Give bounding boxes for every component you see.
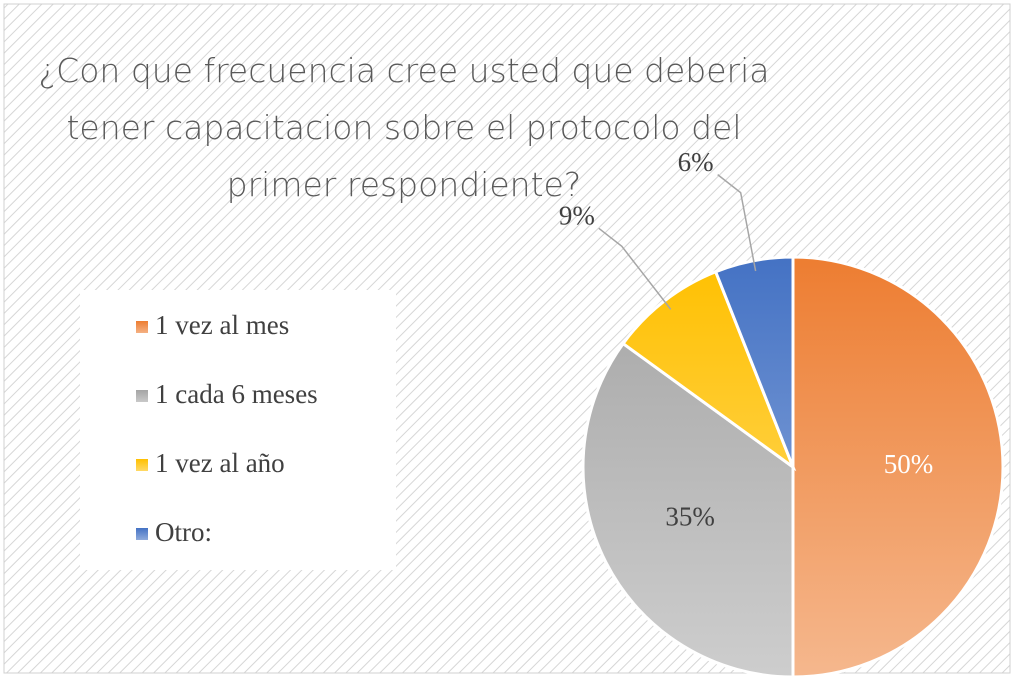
- legend-box: [80, 290, 396, 570]
- legend-label: Otro:: [155, 517, 212, 547]
- data-label: 9%: [559, 201, 595, 231]
- pie-slice: [581, 341, 795, 677]
- legend-swatch: [136, 459, 148, 471]
- legend-label: 1 vez al mes: [155, 310, 289, 340]
- legend-label: 1 cada 6 meses: [155, 379, 318, 409]
- data-label: 50%: [884, 449, 934, 479]
- legend-swatch: [136, 528, 148, 540]
- leader-line: [598, 227, 672, 310]
- legend-swatch: [136, 390, 148, 402]
- pie-slice: [791, 255, 1005, 677]
- data-label: 6%: [678, 147, 714, 177]
- leader-line: [717, 174, 757, 272]
- legend-label: 1 vez al año: [155, 448, 285, 478]
- data-label: 35%: [665, 502, 715, 532]
- chart-title: ¿Con que frecuencia cree usted que deber…: [38, 51, 770, 204]
- legend-swatch: [136, 321, 148, 333]
